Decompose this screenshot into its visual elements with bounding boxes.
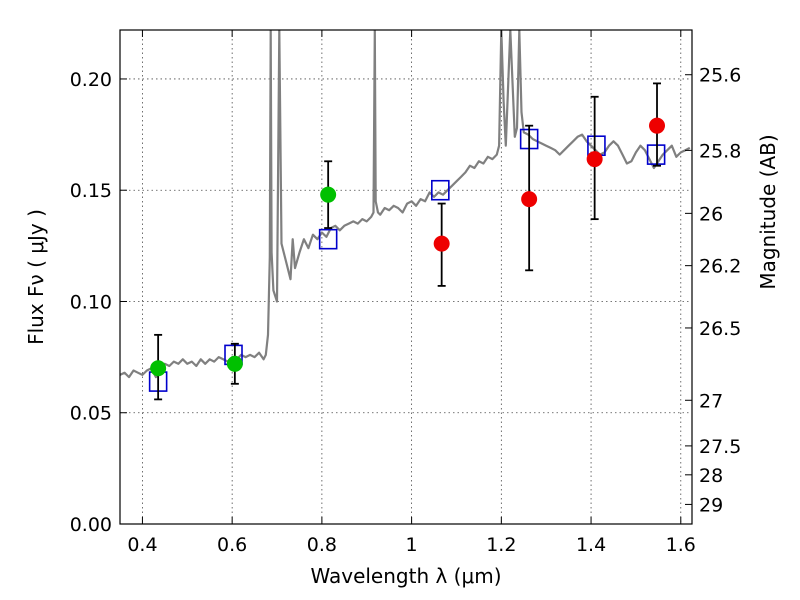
- right-tick-label: 26.2: [699, 256, 741, 278]
- x-axis-title: Wavelength λ (μm): [310, 564, 501, 588]
- right-tick-label: 26: [699, 203, 723, 225]
- spectrum-line: [120, 30, 691, 379]
- plot-area: [120, 30, 691, 401]
- y-tick-label: 0.00: [70, 514, 112, 536]
- x-tick-label: 1.6: [666, 534, 696, 556]
- observed-point: [226, 355, 243, 372]
- right-tick-label: 27: [699, 390, 723, 412]
- y-tick-label: 0.15: [70, 180, 112, 202]
- x-tick-label: 1.4: [576, 534, 606, 556]
- observed-point: [150, 360, 167, 377]
- grid: [120, 30, 692, 525]
- y-tick-label: 0.20: [70, 69, 112, 91]
- right-tick-label: 25.6: [699, 65, 741, 87]
- right-tick-label: 29: [699, 494, 723, 516]
- observed-point: [649, 117, 666, 134]
- x-tick-label: 0.4: [127, 534, 157, 556]
- x-tick-label: 0.6: [217, 534, 247, 556]
- model-point-square: [318, 228, 338, 250]
- right-tick-label: 28: [699, 465, 723, 487]
- observed-point: [433, 235, 450, 252]
- x-tick-label: 0.8: [307, 534, 337, 556]
- axes: 0.4 0.6 0.8 1 1.2 1.4 1.6 0.00 0.05 0.10 0.15 0.20 2…: [70, 30, 741, 556]
- plot-frame: [119, 29, 693, 525]
- x-tick-label: 1: [406, 534, 418, 556]
- right-tick-label: 27.5: [699, 436, 741, 458]
- observed-point: [320, 186, 337, 203]
- model-point-square: [431, 179, 450, 201]
- observed-point: [586, 151, 603, 168]
- right-tick-label: 26.5: [699, 318, 741, 340]
- x-tick-label: 1.2: [486, 534, 516, 556]
- y-axis-title: Flux Fν ( μJy ): [24, 209, 48, 345]
- right-tick-label: 25.8: [699, 140, 741, 162]
- right-axis-title: Magnitude (AB): [756, 134, 780, 289]
- y-tick-label: 0.10: [70, 291, 112, 313]
- observed-point: [521, 191, 538, 208]
- y-tick-label: 0.05: [70, 403, 112, 425]
